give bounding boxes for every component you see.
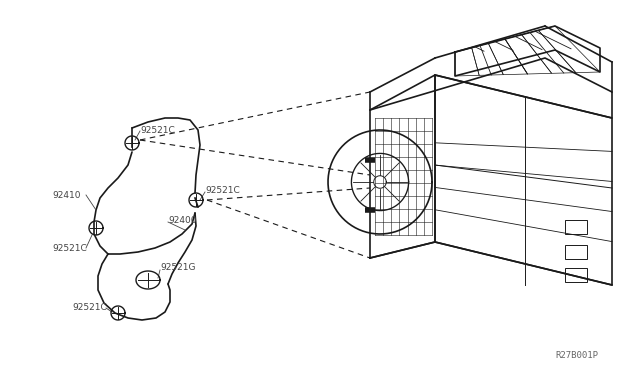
Bar xyxy=(565,268,587,282)
Text: 92410: 92410 xyxy=(52,190,81,199)
Text: R27B001P: R27B001P xyxy=(555,350,598,359)
Text: 92521C: 92521C xyxy=(52,244,87,253)
Text: 92521C: 92521C xyxy=(72,304,107,312)
Text: 92521G: 92521G xyxy=(160,263,195,273)
Text: 92400: 92400 xyxy=(168,215,196,224)
Text: 92521C: 92521C xyxy=(205,186,240,195)
Bar xyxy=(565,245,587,259)
Bar xyxy=(565,220,587,234)
Text: 92521C: 92521C xyxy=(140,125,175,135)
